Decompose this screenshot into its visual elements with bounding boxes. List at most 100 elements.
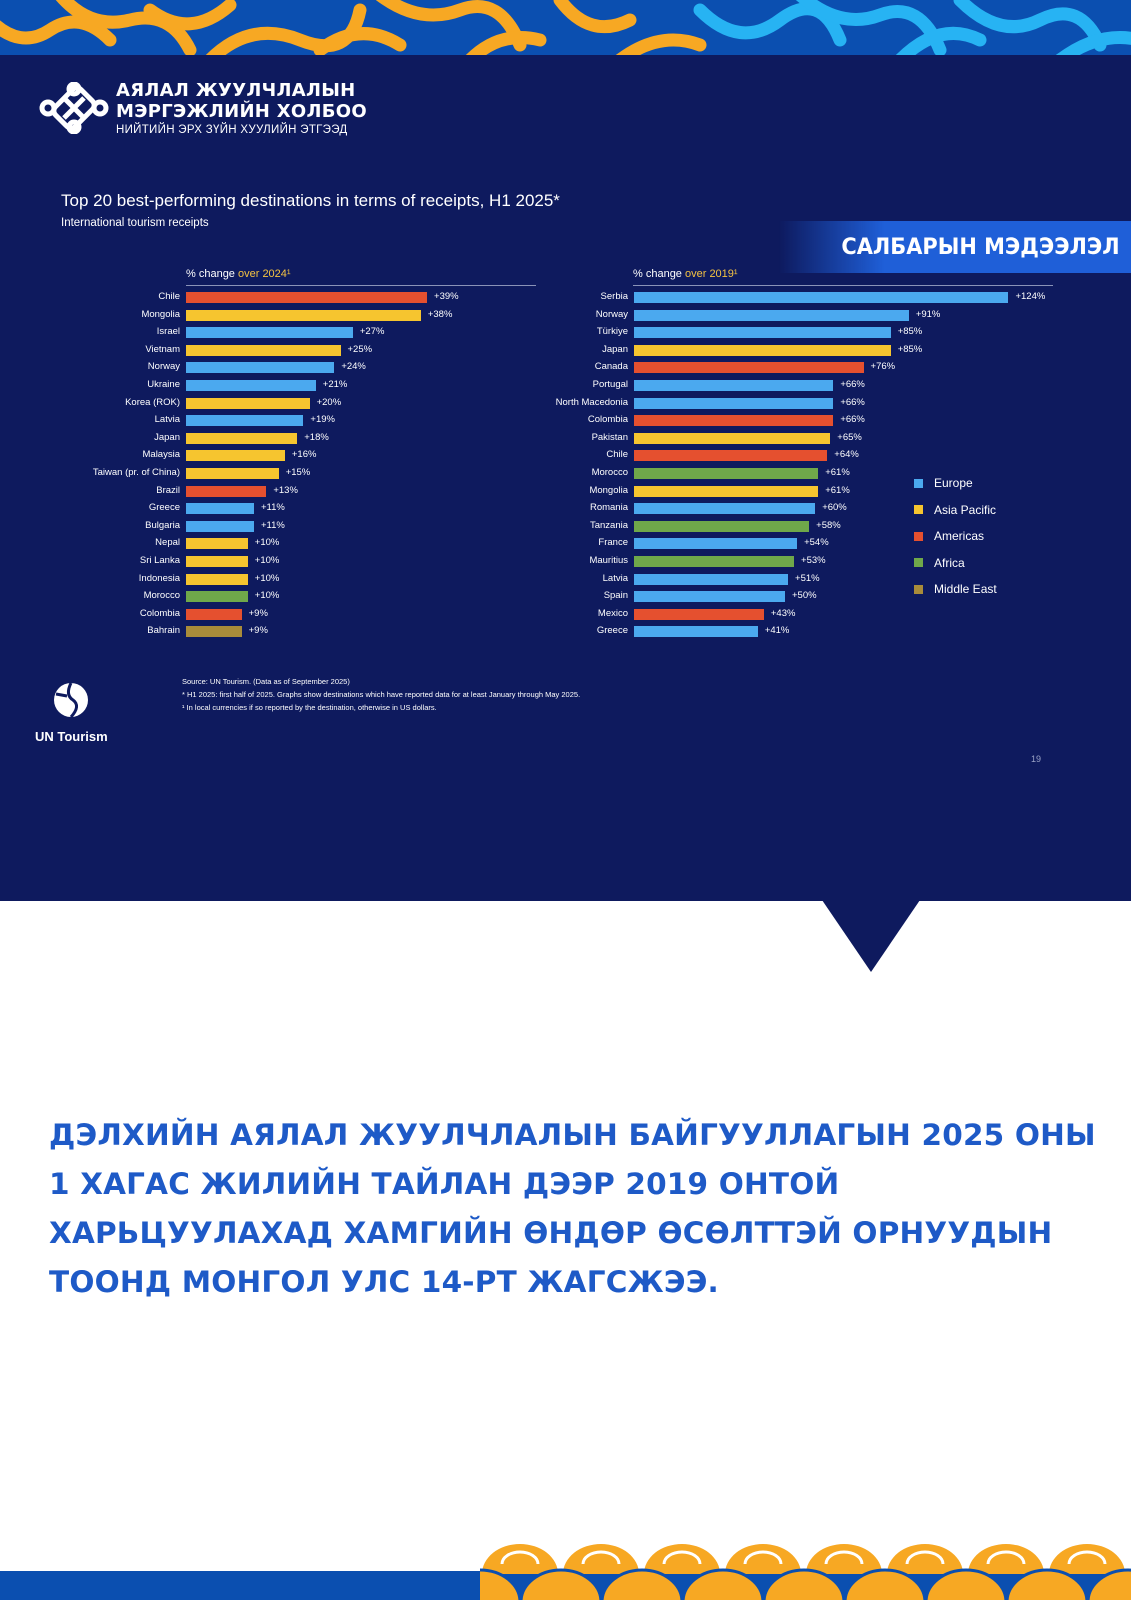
- headline: ДЭЛХИЙН АЯЛАЛ ЖУУЛЧЛАЛЫН БАЙГУУЛЛАГЫН 20…: [49, 1118, 1096, 1299]
- un-tourism-logo: UN Tourism: [35, 680, 108, 744]
- bar-value-label: +76%: [870, 361, 896, 373]
- legend-label: Asia Pacific: [934, 502, 997, 517]
- legend-item: Americas: [914, 523, 997, 550]
- bar: [186, 397, 310, 409]
- chart-title: Top 20 best-performing destinations in t…: [61, 191, 560, 210]
- divider: [186, 285, 536, 286]
- legend-swatch: [914, 531, 923, 541]
- bar-label: Japan: [602, 343, 628, 355]
- legend-label: Americas: [934, 529, 985, 544]
- bar: [634, 432, 831, 444]
- bar: [634, 626, 758, 638]
- bar: [634, 415, 834, 427]
- bar-label: Latvia: [154, 414, 180, 426]
- bar-label: Norway: [147, 361, 180, 373]
- bar-label: Bulgaria: [145, 519, 180, 531]
- bar: [186, 485, 267, 497]
- legend-swatch: [914, 505, 923, 515]
- header-highlight: over 2024¹: [237, 268, 291, 280]
- bar-value-label: +11%: [260, 502, 285, 514]
- bar-label: North Macedonia: [555, 396, 628, 408]
- bar: [634, 327, 891, 339]
- header-prefix: % change: [633, 268, 685, 280]
- bar-value-label: +15%: [285, 467, 311, 478]
- bar-value-label: +10%: [254, 590, 280, 602]
- bar-value-label: +124%: [1015, 291, 1046, 302]
- org-name-line3: НИЙТИЙН ЭРХ ЗҮЙН ХУУЛИЙН ЭТГЭЭД: [116, 124, 348, 136]
- bar: [186, 450, 285, 462]
- bar-label: Türkiye: [596, 326, 628, 338]
- bar-label: Spain: [603, 590, 628, 602]
- page-number: 19: [1031, 754, 1042, 764]
- bar: [634, 292, 1009, 303]
- bar-label: Mauritius: [589, 555, 628, 566]
- bar-label: Pakistan: [591, 431, 628, 443]
- bar-value-label: +11%: [260, 519, 285, 531]
- divider: [633, 285, 1053, 286]
- bar: [186, 415, 304, 427]
- bar: [634, 573, 789, 585]
- bar-value-label: +85%: [897, 343, 923, 355]
- bar: [186, 292, 428, 303]
- bar-label: Malaysia: [142, 449, 181, 461]
- bar-value-label: +66%: [840, 379, 865, 390]
- bar-label: Norway: [595, 308, 628, 320]
- bar-value-label: +43%: [770, 607, 796, 619]
- bar: [634, 591, 785, 603]
- bar: [186, 573, 248, 585]
- footnotes: Source: UN Tourism. (Data as of Septembe…: [182, 675, 580, 714]
- speech-pointer: [822, 900, 920, 972]
- bar-value-label: +61%: [825, 467, 850, 478]
- bar-value-label: +65%: [837, 431, 862, 443]
- legend-swatch: [914, 558, 923, 568]
- legend-swatch: [914, 584, 923, 594]
- bar-label: Tanzania: [589, 519, 628, 531]
- bar: [186, 362, 335, 374]
- source-note: Source: UN Tourism. (Data as of Septembe…: [182, 677, 350, 686]
- bar: [186, 591, 248, 603]
- un-tourism-icon: [54, 682, 89, 719]
- bar-value-label: +66%: [840, 396, 865, 408]
- bar: [186, 503, 254, 515]
- bar-label: Japan: [154, 431, 180, 443]
- bar: [634, 362, 864, 374]
- bar-label: Brazil: [156, 484, 180, 496]
- header-highlight: over 2019¹: [684, 268, 738, 280]
- bar: [186, 626, 242, 638]
- bar-label: Bahrain: [147, 625, 180, 637]
- bar-label: Mongolia: [141, 308, 180, 320]
- legend-item: Middle East: [914, 576, 997, 603]
- bar-label: Latvia: [602, 572, 628, 584]
- bar-label: Nepal: [155, 537, 180, 549]
- bar-value-label: +50%: [792, 590, 817, 602]
- bar-value-label: +64%: [834, 449, 859, 461]
- bar-label: Mexico: [597, 607, 628, 619]
- bar-label: Vietnam: [145, 343, 180, 355]
- bar: [634, 520, 810, 532]
- bar-label: Korea (ROK): [125, 396, 180, 408]
- legend-label: Europe: [934, 476, 973, 491]
- bar-value-label: +53%: [801, 555, 826, 566]
- bar: [186, 556, 248, 567]
- bar: [634, 503, 816, 515]
- bar-value-label: +16%: [291, 449, 317, 461]
- header-prefix: % change: [186, 268, 238, 280]
- pattern-icon: [0, 0, 1131, 56]
- bar: [186, 538, 248, 550]
- bar: [634, 450, 828, 462]
- bar-value-label: +13%: [273, 484, 298, 496]
- bar: [634, 556, 795, 567]
- bar-label: Portugal: [592, 379, 628, 390]
- legend-label: Middle East: [934, 582, 997, 597]
- un-tourism-label: UN Tourism: [35, 729, 108, 744]
- org-logo: АЯЛАЛ ЖУУЛЧЛАЛЫН МЭРГЭЖЛИЙН ХОЛБОО НИЙТИ…: [38, 80, 367, 136]
- legend-item: Asia Pacific: [914, 497, 997, 524]
- decorative-pattern-top: [0, 0, 1131, 56]
- chart-subtitle: International tourism receipts: [61, 217, 209, 229]
- bar-label: Ukraine: [147, 379, 180, 390]
- bar-label: Morocco: [143, 590, 180, 602]
- bar-label: Colombia: [587, 414, 628, 426]
- bar-value-label: +41%: [764, 625, 790, 637]
- bar: [186, 309, 421, 321]
- bar-label: Greece: [148, 502, 180, 514]
